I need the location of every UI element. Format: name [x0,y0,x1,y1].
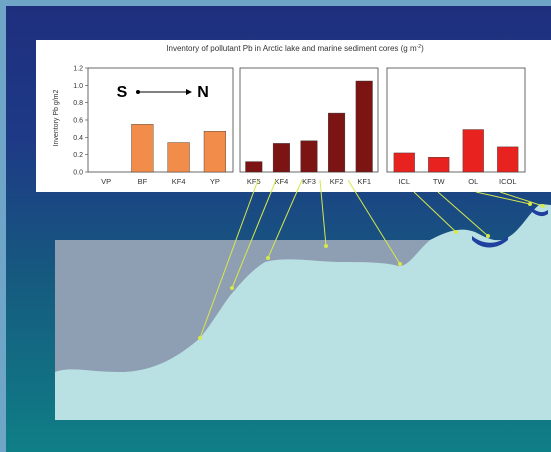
lake-icol [530,206,548,217]
leader-line [499,191,544,207]
x-tick-label: KF4 [275,177,289,186]
bar-kf1 [355,80,373,173]
y-tick-label: 0.4 [73,135,83,142]
leader-line [319,179,327,247]
y-tick-label: 1.2 [73,66,83,73]
terrain-profile [55,204,551,420]
bar-ol [462,129,484,173]
panel-3-frame [386,67,526,173]
core-site-marker [198,336,202,340]
core-site-marker [398,262,402,266]
chart-title-superscript: -2 [417,44,422,50]
x-tick-label: ICOL [499,177,517,186]
leader-line [437,191,489,237]
x-tick-label: KF4 [172,177,186,186]
bar-panels: VP BF KF4 YP KF5 KF4 KF3 KF2 KF1 ICL TW OL ICOL 0.0 0.… [73,66,526,186]
y-tick-label: 0.2 [73,152,83,159]
leader-line [347,179,401,265]
leader-line [475,191,531,205]
x-tick-label: OL [468,177,478,186]
direction-left-label: S [117,84,128,101]
core-site-marker [486,234,490,238]
bar-icl [393,152,415,173]
core-site-marker [541,204,545,208]
bar-kf3 [300,140,318,173]
x-tick-label: KF3 [302,177,316,186]
core-site-marker [528,202,532,206]
y-tick-label: 0.6 [73,118,83,125]
core-site-marker [230,286,234,290]
lake-ol [472,236,508,248]
bar-kf4 [167,142,190,173]
y-tick-label: 0.0 [73,170,83,177]
direction-right-label: N [197,84,209,101]
x-tick-label: VP [101,177,111,186]
x-tick-label: TW [433,177,446,186]
y-tick-label: 0.8 [73,100,83,107]
leader-line [231,179,277,289]
core-site-marker [454,230,458,234]
bar-kf4 [272,143,290,173]
bar-bf [131,124,154,173]
direction-arrow-head [186,89,192,95]
x-tick-label: KF5 [247,177,261,186]
bar-kf2 [328,112,346,173]
leader-line [413,191,457,233]
x-tick-label: KF2 [330,177,344,186]
x-tick-label: BF [138,177,148,186]
core-site-marker [266,256,270,260]
bar-yp [203,131,226,173]
y-axis-label: Inventory Pb g/m2 [53,89,60,146]
site-leader-lines [198,179,545,340]
core-site-marker [324,244,328,248]
leader-line [267,179,303,259]
x-tick-label: YP [210,177,220,186]
y-tick-label: 1.0 [73,83,83,90]
direction-arrow-tail [136,90,140,94]
leader-line [199,179,259,339]
bar-kf5 [245,161,263,173]
bar-tw [428,157,450,173]
bar-icol [497,146,519,173]
chart-title-tail: ) [421,44,424,53]
x-tick-label: ICL [398,177,410,186]
x-tick-label: KF1 [357,177,371,186]
chart-title: Inventory of pollutant Pb in Arctic lake… [166,44,424,53]
